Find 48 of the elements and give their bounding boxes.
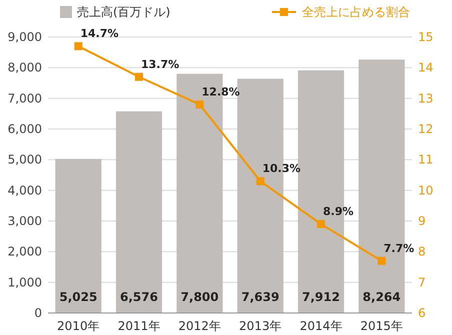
y2-tick-label: 12 [418,122,434,136]
point [135,72,143,81]
x-tick-label: 2011年 [118,319,160,333]
y-tick-label: 9,000 [8,30,42,44]
y2-tick-label: 8 [418,244,426,259]
data-label: 13.7% [141,58,180,71]
data-label: 14.7% [80,27,119,40]
y-tick-label: 8,000 [8,60,42,75]
bar [55,158,102,313]
point [74,42,82,50]
data-label: 7,912 [302,290,340,304]
y2-tick-label: 9 [418,214,426,228]
x-tick-label: 2015年 [360,319,403,333]
data-label: 7.7% [384,242,414,255]
y2-tick-label: 6 [418,306,426,320]
data-label: 7,639 [241,290,280,304]
y2-tick-label: 7 [418,275,426,290]
y-tick-label: 7,000 [8,91,42,106]
point [317,220,325,228]
data-label: 10.3% [262,162,301,176]
y-tick-label: 2,000 [8,244,42,259]
x-tick-label: 2010年 [57,319,100,333]
point [256,177,264,186]
data-label: 12.8% [202,85,240,98]
bar [116,111,162,313]
x-tick-label: 2013年 [239,319,282,333]
y-tick-label: 4,000 [8,183,42,198]
y2-tick-label: 13 [418,91,434,106]
data-label: 8.9% [323,205,354,218]
point [378,256,386,265]
x-tick-label: 2014年 [300,319,342,333]
y-tick-label: 6,000 [8,122,42,136]
data-label: 7,800 [180,290,219,304]
data-label: 6,576 [120,290,158,304]
y2-tick-label: 14 [418,60,434,75]
y2-tick-label: 10 [418,183,434,198]
y2-tick-label: 15 [418,30,434,44]
legend-label: 売上高(百万ドル) [77,5,170,19]
y-tick-label: 0 [34,306,42,320]
y-tick-label: 1,000 [8,275,42,290]
point [196,100,204,108]
y2-tick-label: 11 [418,152,434,167]
data-label: 8,264 [362,290,401,304]
y-tick-label: 5,000 [8,152,42,167]
data-label: 5,025 [59,290,98,304]
legend-label: 全売上に占める割合 [302,5,410,19]
y-tick-label: 3,000 [8,214,42,228]
x-tick-label: 2012年 [178,319,221,333]
